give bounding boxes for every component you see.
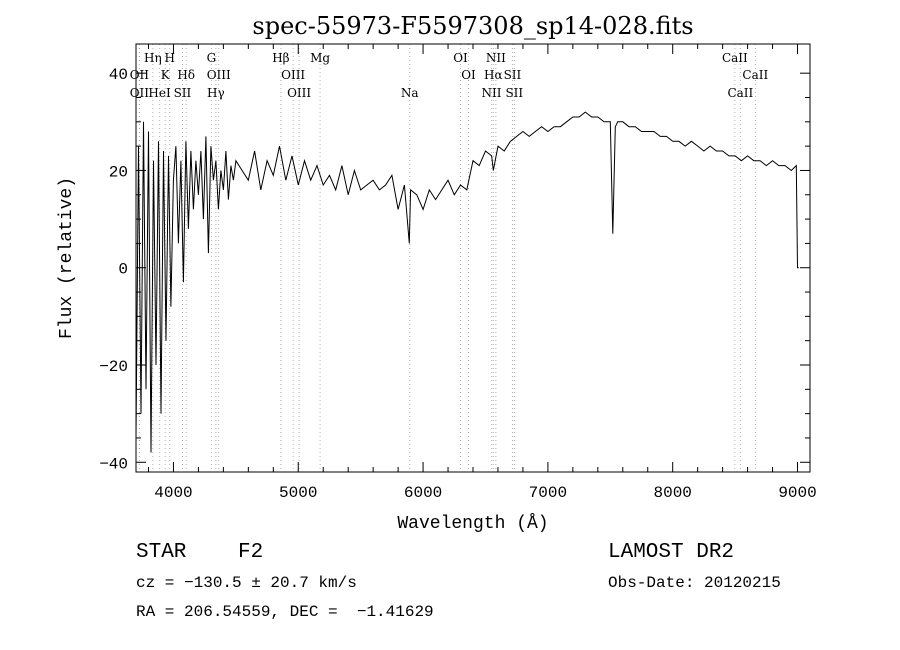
y-tick-label: 0 — [118, 261, 128, 279]
line-label: Hβ — [272, 51, 289, 65]
line-label: HeI — [148, 86, 171, 100]
spectral-subclass: F2 — [238, 541, 264, 564]
y-axis-label: Flux (relative) — [57, 177, 77, 339]
chart-title: spec-55973-F5597308_sp14-028.fits — [252, 12, 693, 40]
y-tick-label: −40 — [99, 455, 128, 473]
line-label: OII — [130, 68, 150, 82]
y-tick-label: 20 — [109, 163, 128, 181]
y-tick-label: −20 — [99, 358, 128, 376]
line-label: SII — [505, 86, 523, 100]
observation-date: Obs-Date: 20120215 — [608, 574, 781, 592]
x-tick-label: 4000 — [154, 484, 192, 502]
line-label: G — [207, 51, 217, 65]
line-label: NII — [481, 86, 501, 100]
line-label: OI — [461, 68, 476, 82]
x-tick-label: 9000 — [778, 484, 816, 502]
x-tick-label: 5000 — [279, 484, 317, 502]
object-type: STAR — [136, 541, 187, 564]
y-tick-label: 40 — [109, 66, 128, 84]
line-label: CaII — [727, 86, 753, 100]
line-label: Hη — [144, 51, 162, 65]
line-label: Hγ — [207, 86, 225, 100]
line-label: Mg — [310, 51, 330, 65]
x-tick-label: 6000 — [404, 484, 442, 502]
line-label: CaII — [742, 68, 768, 82]
axis-tick-labels: 4000 5000 6000 7000 8000 9000 −40 −20 0 20 40 — [99, 66, 817, 502]
line-label: CaII — [722, 51, 748, 65]
line-label: Hδ — [177, 68, 195, 82]
line-label: SII — [504, 68, 522, 82]
line-label: OI — [453, 51, 468, 65]
line-label: OIII — [287, 86, 311, 100]
radial-velocity: cz = −130.5 ± 20.7 km/s — [136, 574, 357, 592]
line-label: Hα — [484, 68, 503, 82]
x-tick-label: 7000 — [529, 484, 567, 502]
plot-frame — [135, 43, 811, 473]
axis-ticks — [136, 44, 810, 472]
line-label: K — [161, 68, 171, 82]
survey-name: LAMOST DR2 — [608, 541, 735, 564]
line-label: Na — [401, 86, 419, 100]
line-label: NII — [486, 51, 506, 65]
spectrum-series-line — [135, 111, 799, 453]
x-tick-label: 8000 — [654, 484, 692, 502]
line-label: OIII — [207, 68, 231, 82]
coordinates: RA = 206.54559, DEC = −1.41629 — [136, 603, 434, 621]
line-label: H — [164, 51, 174, 65]
emission-line-markers — [138, 44, 756, 472]
line-label: SII — [174, 86, 192, 100]
line-label: OIII — [281, 68, 305, 82]
x-axis-label: Wavelength (Å) — [397, 513, 548, 534]
line-label: OII — [130, 86, 150, 100]
